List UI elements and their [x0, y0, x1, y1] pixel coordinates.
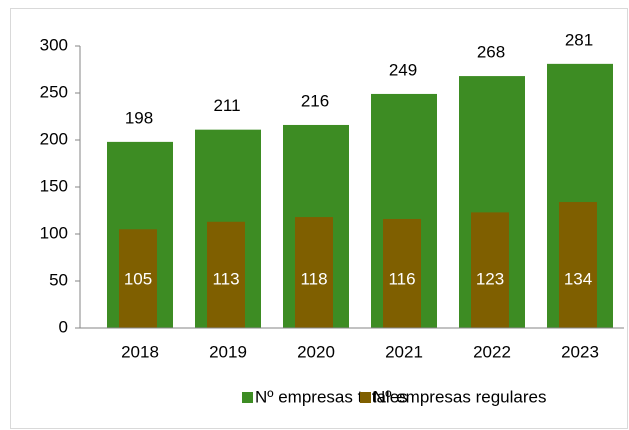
- data-label: 268: [477, 43, 505, 62]
- y-tick-label: 150: [40, 176, 68, 195]
- y-tick-label: 200: [40, 129, 68, 148]
- y-tick-label: 100: [40, 223, 68, 242]
- legend-swatch: [242, 392, 253, 403]
- y-tick-label: 300: [40, 35, 68, 54]
- data-label: 123: [476, 269, 504, 288]
- x-tick-label: 2020: [297, 342, 335, 361]
- data-label: 249: [389, 60, 417, 79]
- y-tick-label: 50: [49, 270, 68, 289]
- y-tick-label: 0: [59, 317, 68, 336]
- bar: [295, 217, 333, 328]
- x-tick-label: 2021: [385, 342, 423, 361]
- data-label: 118: [300, 269, 327, 288]
- bar: [383, 218, 421, 328]
- bar: [559, 202, 597, 328]
- legend-label: Nº empresas regulares: [373, 387, 546, 406]
- data-label: 113: [212, 269, 239, 288]
- data-label: 105: [124, 269, 152, 288]
- data-label: 116: [388, 269, 415, 288]
- data-label: 216: [301, 91, 329, 110]
- bar: [207, 221, 245, 328]
- legend-swatch: [360, 392, 371, 403]
- x-tick-label: 2019: [209, 342, 247, 361]
- bar: [119, 229, 157, 328]
- y-tick-label: 250: [40, 82, 68, 101]
- x-tick-label: 2018: [121, 342, 159, 361]
- x-tick-label: 2022: [473, 342, 511, 361]
- data-label: 134: [564, 269, 592, 288]
- bar: [471, 212, 509, 328]
- data-label: 281: [565, 30, 593, 49]
- data-label: 198: [125, 108, 153, 127]
- data-label: 211: [213, 96, 240, 115]
- x-tick-label: 2023: [561, 342, 599, 361]
